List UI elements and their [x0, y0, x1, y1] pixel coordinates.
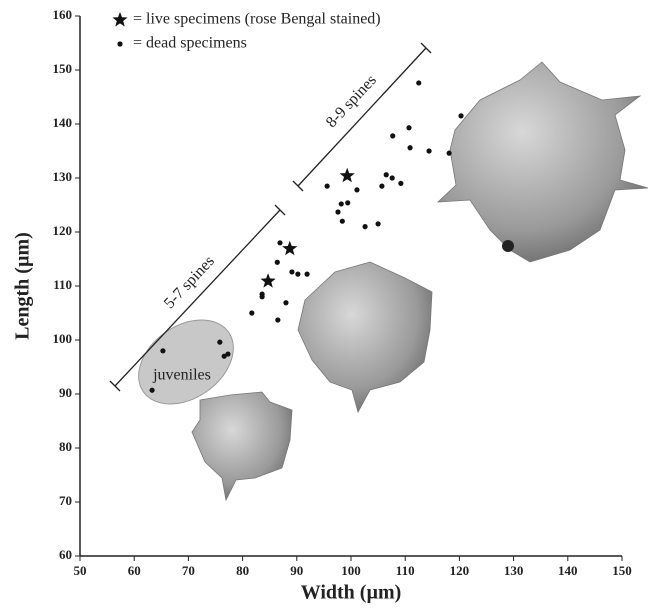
- x-tick-label: 60: [128, 563, 141, 578]
- point: [376, 221, 381, 226]
- x-tick-label: 150: [612, 563, 632, 578]
- point: [282, 241, 297, 256]
- point: [416, 80, 421, 85]
- x-tick-label: 80: [236, 563, 249, 578]
- point: [340, 168, 355, 183]
- y-tick-label: 120: [53, 223, 73, 238]
- point: [345, 200, 350, 205]
- x-tick-label: 90: [290, 563, 303, 578]
- point: [398, 181, 403, 186]
- x-tick-label: 100: [341, 563, 361, 578]
- point: [339, 201, 344, 206]
- point: [149, 388, 154, 393]
- annotation: 5-7 spines: [161, 253, 218, 312]
- y-tick-label: 110: [53, 277, 72, 292]
- legend-label: = live specimens (rose Bengal stained): [133, 11, 381, 28]
- point: [354, 187, 359, 192]
- point: [384, 172, 389, 177]
- point: [426, 148, 431, 153]
- point: [160, 348, 165, 353]
- y-tick-label: 60: [59, 547, 72, 562]
- y-axis-title: Length (µm): [12, 232, 34, 340]
- y-tick-label: 70: [59, 493, 72, 508]
- annotation: juveniles: [152, 367, 211, 384]
- point: [379, 184, 384, 189]
- point: [277, 240, 282, 245]
- point: [261, 273, 276, 288]
- legend-marker: [112, 12, 127, 27]
- legend-label: = dead specimens: [133, 35, 247, 52]
- point: [335, 209, 340, 214]
- point: [275, 317, 280, 322]
- point: [275, 260, 280, 265]
- chart: 5-7 spines 8-9 spines juveniles Width (µ…: [0, 0, 654, 608]
- point: [289, 269, 294, 274]
- point: [304, 272, 309, 277]
- point: [458, 113, 463, 118]
- point: [390, 175, 395, 180]
- point: [362, 224, 367, 229]
- y-tick-label: 150: [53, 61, 73, 76]
- y-tick-label: 160: [53, 7, 73, 22]
- point: [225, 351, 230, 356]
- specimen-images: [192, 62, 648, 500]
- y-tick-label: 140: [53, 115, 73, 130]
- point: [390, 133, 395, 138]
- x-tick-label: 120: [450, 563, 470, 578]
- point: [283, 300, 288, 305]
- point: [217, 340, 222, 345]
- legend-marker: [117, 41, 122, 46]
- y-tick-label: 80: [59, 439, 72, 454]
- x-tick-label: 130: [504, 563, 524, 578]
- point: [260, 292, 265, 297]
- point: [295, 272, 300, 277]
- annotation: 8-9 spines: [323, 72, 380, 131]
- point: [407, 145, 412, 150]
- point: [325, 184, 330, 189]
- x-axis-title: Width (µm): [301, 582, 402, 604]
- x-tick-label: 140: [558, 563, 578, 578]
- point: [447, 151, 452, 156]
- x-tick-label: 70: [182, 563, 195, 578]
- x-tick-label: 110: [396, 563, 415, 578]
- y-tick-label: 100: [53, 331, 73, 346]
- y-tick-label: 90: [59, 385, 72, 400]
- y-tick-label: 130: [53, 169, 73, 184]
- point: [406, 125, 411, 130]
- x-tick-label: 50: [74, 563, 87, 578]
- point: [340, 219, 345, 224]
- point: [249, 310, 254, 315]
